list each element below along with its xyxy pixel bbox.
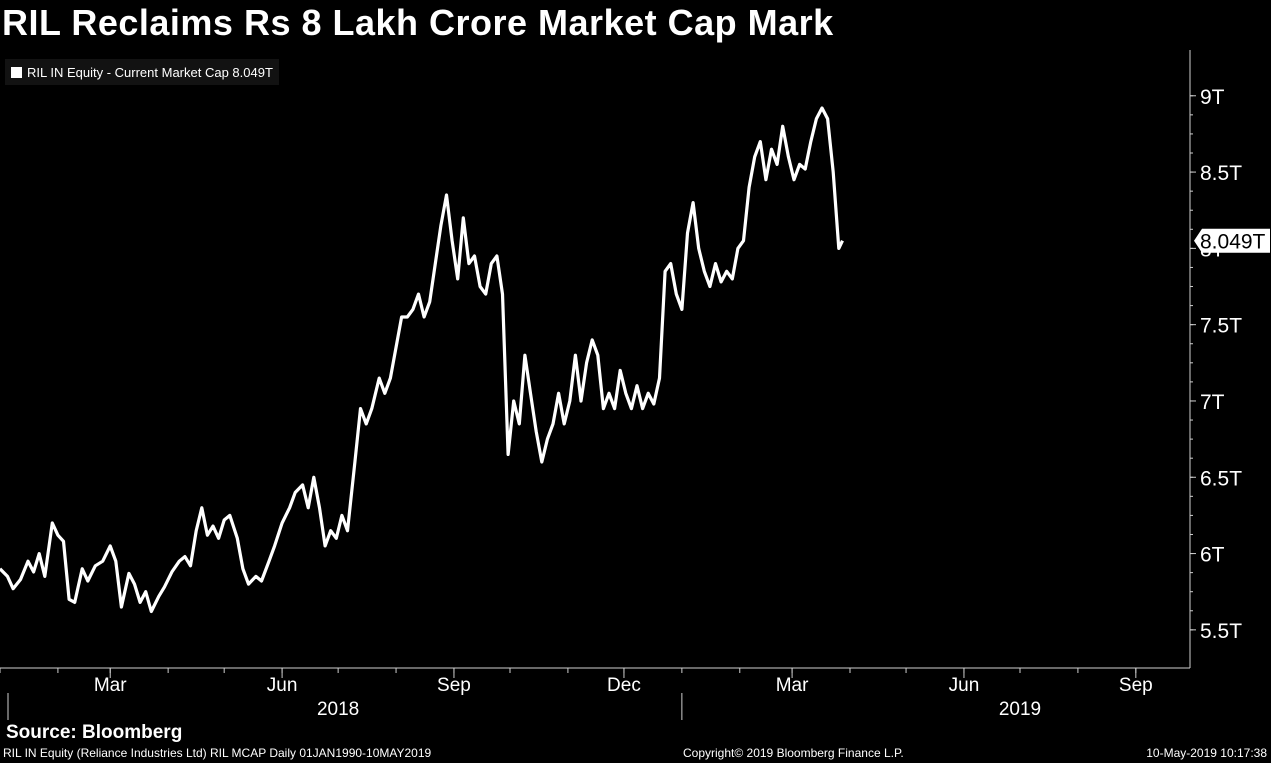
- legend-swatch: [11, 66, 22, 78]
- footer-copyright: Copyright© 2019 Bloomberg Finance L.P.: [683, 746, 904, 760]
- x-tick-label: Sep: [437, 675, 471, 696]
- last-value-label: 8.049T: [1200, 231, 1266, 254]
- y-tick-label: 6.5T: [1200, 467, 1242, 490]
- last-value-marker: 8.049T: [1194, 228, 1270, 254]
- source-note: Source: Bloomberg: [6, 722, 183, 743]
- x-year-label: 2018: [317, 699, 359, 720]
- last-value-box: [1194, 228, 1270, 253]
- x-year-label: 2019: [999, 699, 1041, 720]
- chart-title: RIL Reclaims Rs 8 Lakh Crore Market Cap …: [2, 2, 834, 43]
- x-tick-label: Mar: [776, 675, 809, 696]
- legend: RIL IN Equity - Current Market Cap 8.049…: [5, 59, 279, 85]
- y-tick-label: 8.5T: [1200, 162, 1242, 185]
- y-tick-label: 6T: [1200, 544, 1225, 567]
- footer-timestamp: 10-May-2019 10:17:38: [1146, 746, 1267, 760]
- x-tick-label: Dec: [607, 675, 641, 696]
- x-tick-label: Mar: [94, 675, 127, 696]
- axes: [0, 50, 1191, 669]
- footer-ticker-info: RIL IN Equity (Reliance Industries Ltd) …: [3, 746, 432, 760]
- x-tick-label: Jun: [949, 675, 980, 696]
- y-tick-label: 7.5T: [1200, 315, 1242, 338]
- y-tick-label: 5.5T: [1200, 620, 1242, 643]
- x-tick-label: Jun: [267, 675, 298, 696]
- y-tick-label: 7T: [1200, 391, 1225, 414]
- legend-label: RIL IN Equity - Current Market Cap 8.049…: [27, 64, 273, 80]
- series-line: [0, 106, 844, 614]
- y-tick-label: 9T: [1200, 86, 1225, 109]
- x-tick-label: Sep: [1119, 675, 1153, 696]
- x-axis: Mar Jun Sep Dec Mar Jun Sep 2018 2019: [0, 668, 1153, 720]
